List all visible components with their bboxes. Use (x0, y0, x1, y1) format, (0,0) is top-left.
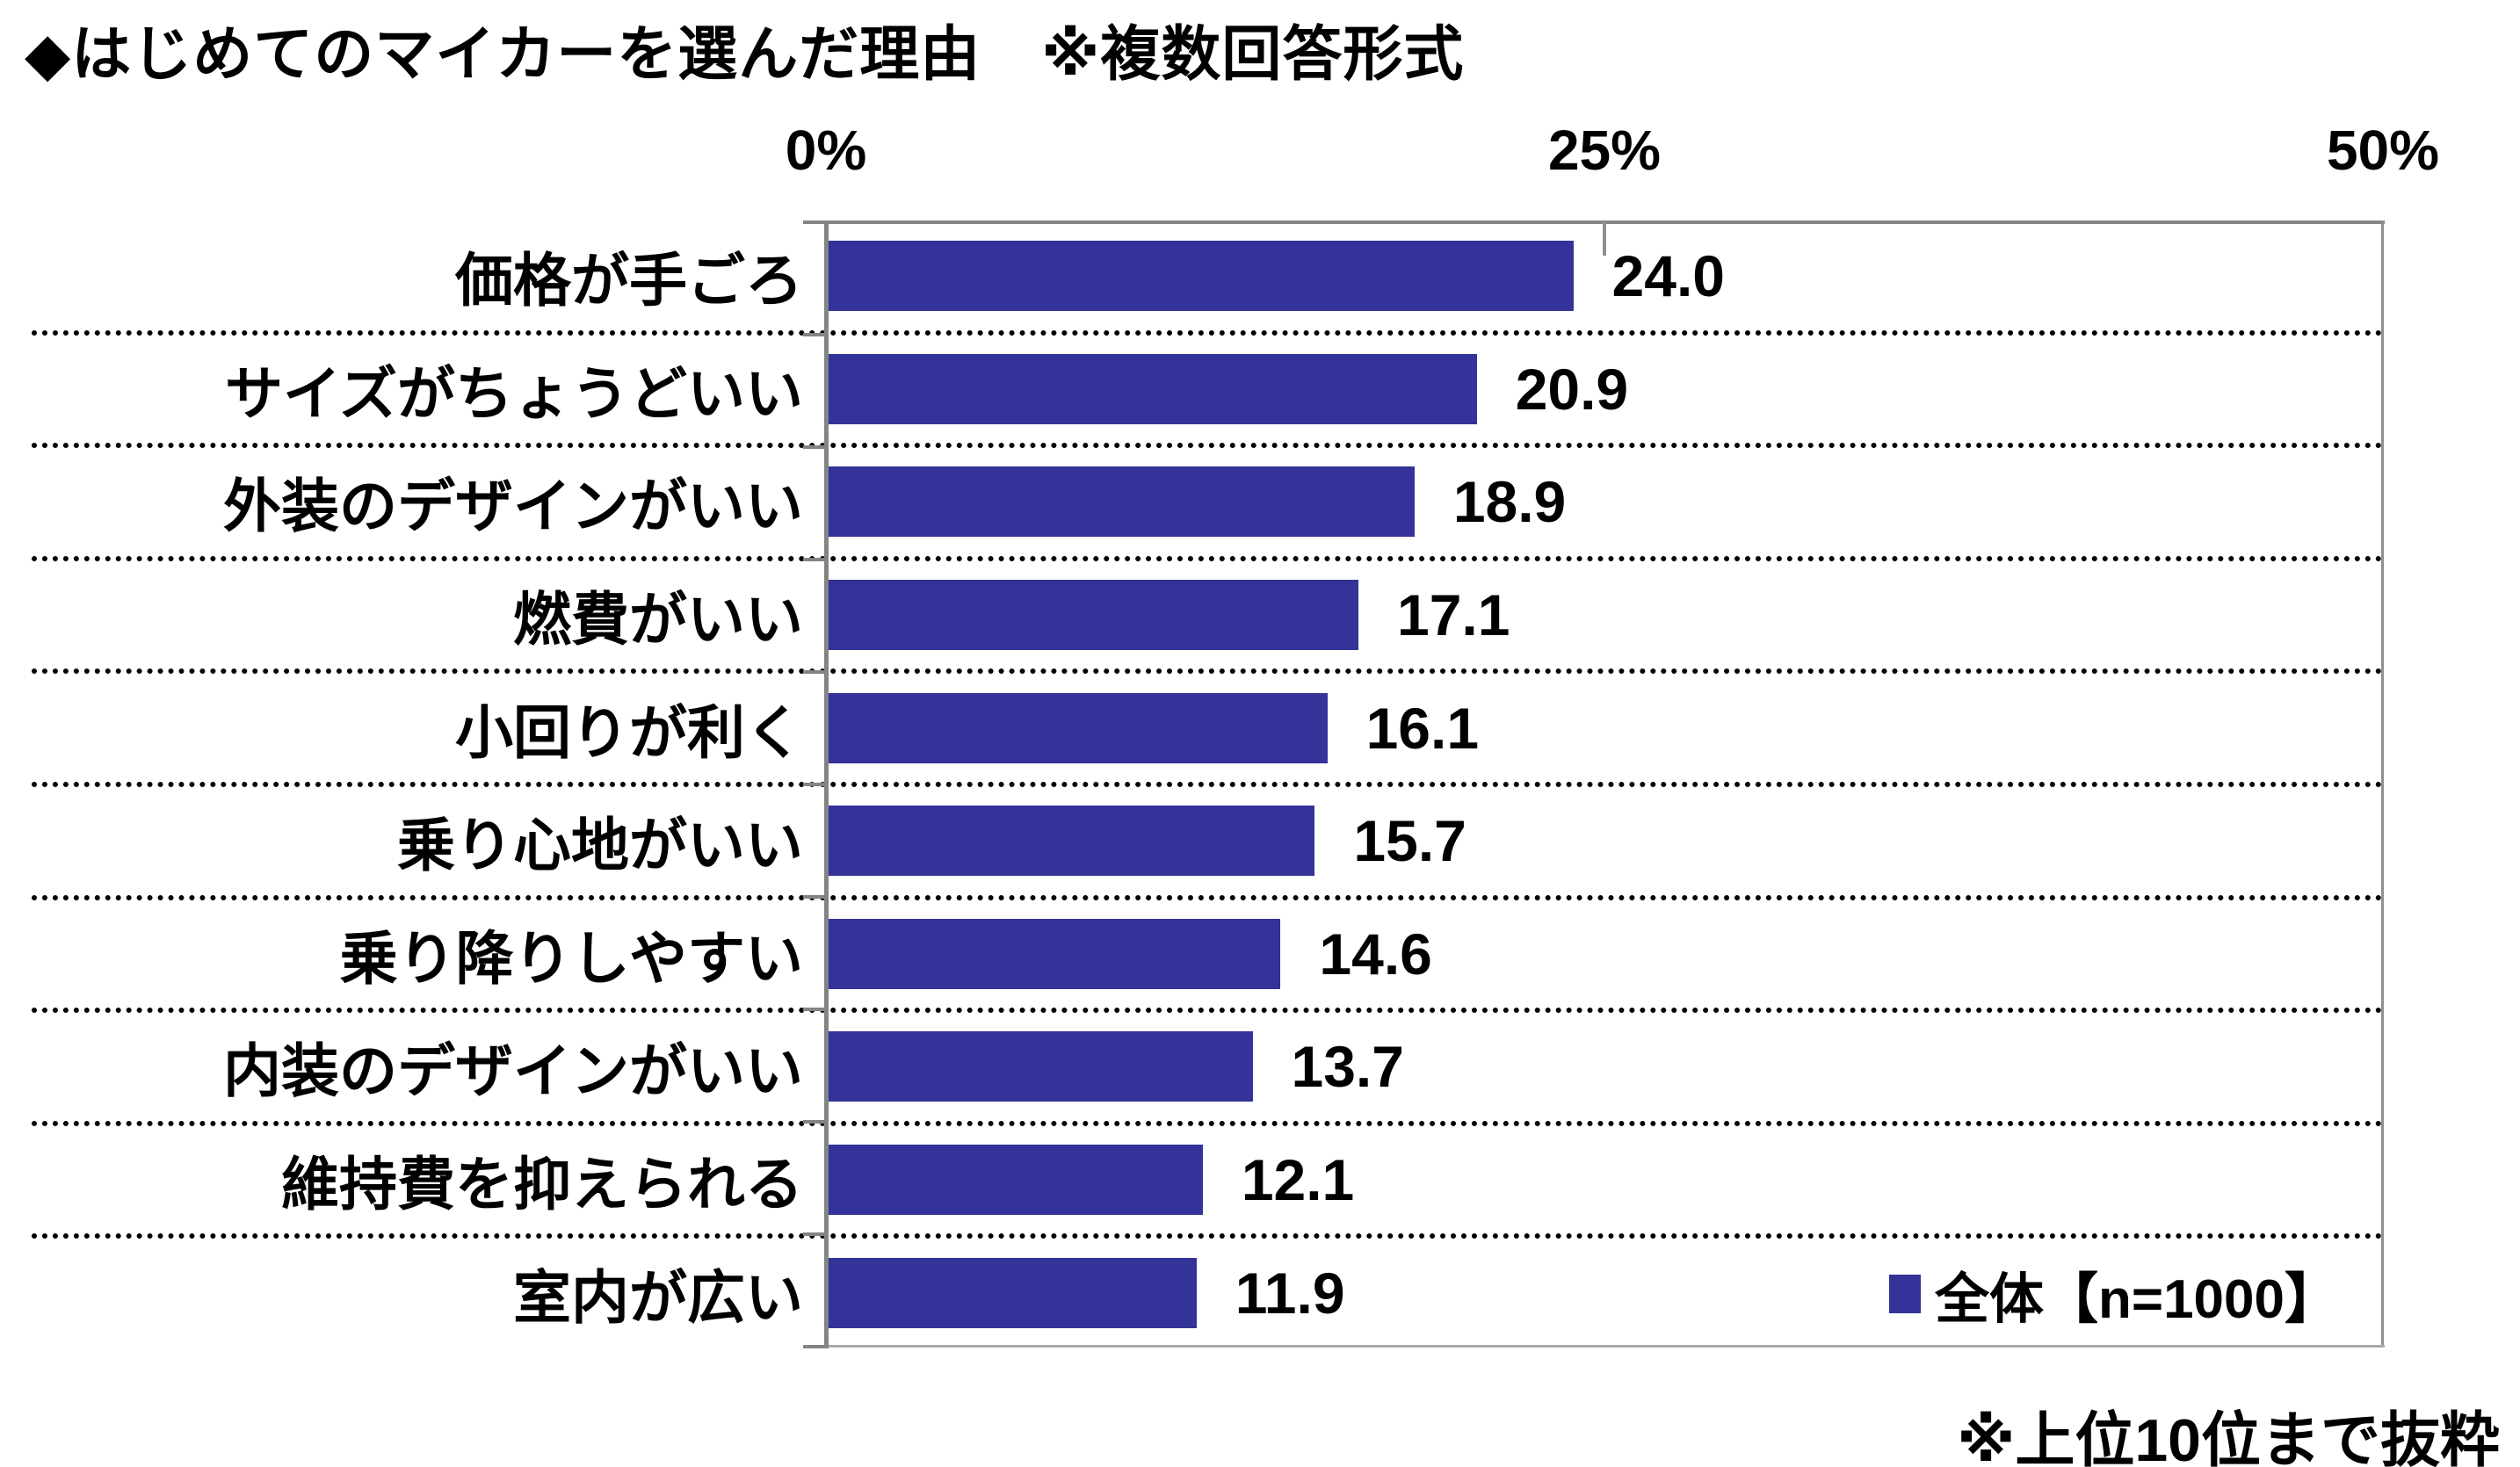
category-label: 燃費がいい (513, 587, 803, 653)
bar-area: 16.1 (826, 674, 2383, 782)
bar-area: 18.9 (826, 448, 2383, 556)
category-label: 乗り心地がいい (397, 813, 803, 878)
bar (826, 1145, 1203, 1216)
bar-area: 12.1 (826, 1126, 2383, 1234)
plot-rows: 価格が手ごろ 24.0 サイズがちょうどいい 20.9 外装のデザインがいい 1… (32, 222, 2383, 1347)
x-axis-tick-label-50: 50% (2326, 119, 2440, 182)
x-axis-tick-25 (1603, 222, 1606, 256)
category-axis-tick (803, 220, 829, 224)
category-label: 維持費を抑えられる (281, 1152, 803, 1218)
bar (826, 1257, 1197, 1328)
category-label: 外装のデザインがいい (223, 473, 803, 539)
bar-area: 14.6 (826, 900, 2383, 1008)
category-label: 価格が手ごろ (455, 248, 803, 314)
bar-area: 24.0 (826, 222, 2383, 330)
value-label: 13.7 (1291, 1034, 1404, 1100)
category-label: 室内が広い (513, 1264, 803, 1330)
value-label: 12.1 (1241, 1147, 1355, 1213)
x-axis-tick-label-0: 0% (785, 119, 867, 182)
category-axis-tick (803, 445, 829, 449)
chart-row: 小回りが利く 16.1 (32, 674, 2383, 787)
x-axis-bottom-line (824, 1345, 2385, 1348)
value-label: 18.9 (1452, 469, 1567, 535)
bar-area: 11.9 (826, 1239, 2383, 1347)
category-axis-tick (803, 1008, 829, 1011)
legend-label: 全体【n=1000】 (1935, 1269, 2340, 1330)
value-label: 14.6 (1319, 921, 1432, 986)
bar (826, 1031, 1253, 1102)
value-label: 16.1 (1365, 695, 1480, 761)
chart-row: 乗り心地がいい 15.7 (32, 787, 2383, 900)
legend: 全体【n=1000】 (1889, 1254, 2339, 1333)
category-axis-tick (803, 333, 829, 336)
category-axis-tick (803, 558, 829, 561)
category-axis-tick (803, 1120, 829, 1124)
category-axis-tick (803, 895, 829, 899)
category-axis-tick (803, 783, 829, 786)
bar (826, 692, 1328, 763)
bar (826, 241, 1574, 312)
value-label: 15.7 (1353, 808, 1466, 874)
chart-row: 室内が広い 11.9 (32, 1239, 2383, 1347)
category-label: 乗り降りしやすい (339, 925, 803, 991)
value-label: 24.0 (1611, 243, 1726, 309)
legend-marker-icon (1889, 1275, 1921, 1313)
chart-row: 乗り降りしやすい 14.6 (32, 900, 2383, 1014)
bar-area: 15.7 (826, 787, 2383, 895)
category-label: 小回りが利く (455, 699, 803, 765)
bar (826, 580, 1359, 651)
bar-area: 13.7 (826, 1013, 2383, 1121)
category-label: サイズがちょうどいい (224, 360, 803, 426)
chart-row: 維持費を抑えられる 12.1 (32, 1126, 2383, 1239)
x-axis-tick-label-25: 25% (1547, 119, 1662, 182)
footnote: ※上位10位まで抜粋 (1957, 1407, 2500, 1467)
value-label: 17.1 (1397, 582, 1510, 648)
chart-row: 外装のデザインがいい 18.9 (32, 448, 2383, 561)
bar (826, 353, 1477, 424)
value-label: 20.9 (1515, 356, 1629, 422)
bar-area: 20.9 (826, 336, 2383, 444)
chart-row: サイズがちょうどいい 20.9 (32, 336, 2383, 449)
plot-right-border (2381, 220, 2384, 1348)
category-axis-tick (803, 1345, 829, 1348)
category-axis-tick (803, 1232, 829, 1236)
bar-area: 17.1 (826, 561, 2383, 669)
bar (826, 806, 1315, 877)
category-label: 内装のデザインがいい (223, 1038, 803, 1104)
value-label: 11.9 (1235, 1260, 1345, 1326)
chart-row: 価格が手ごろ 24.0 (32, 222, 2383, 336)
category-axis-tick (803, 670, 829, 674)
chart-title: ◆はじめてのマイカーを選んだ理由 ※複数回答形式 (25, 21, 1465, 88)
bar (826, 918, 1281, 989)
bar (826, 466, 1415, 538)
chart-row: 燃費がいい 17.1 (32, 561, 2383, 675)
chart-row: 内装のデザインがいい 13.7 (32, 1013, 2383, 1126)
